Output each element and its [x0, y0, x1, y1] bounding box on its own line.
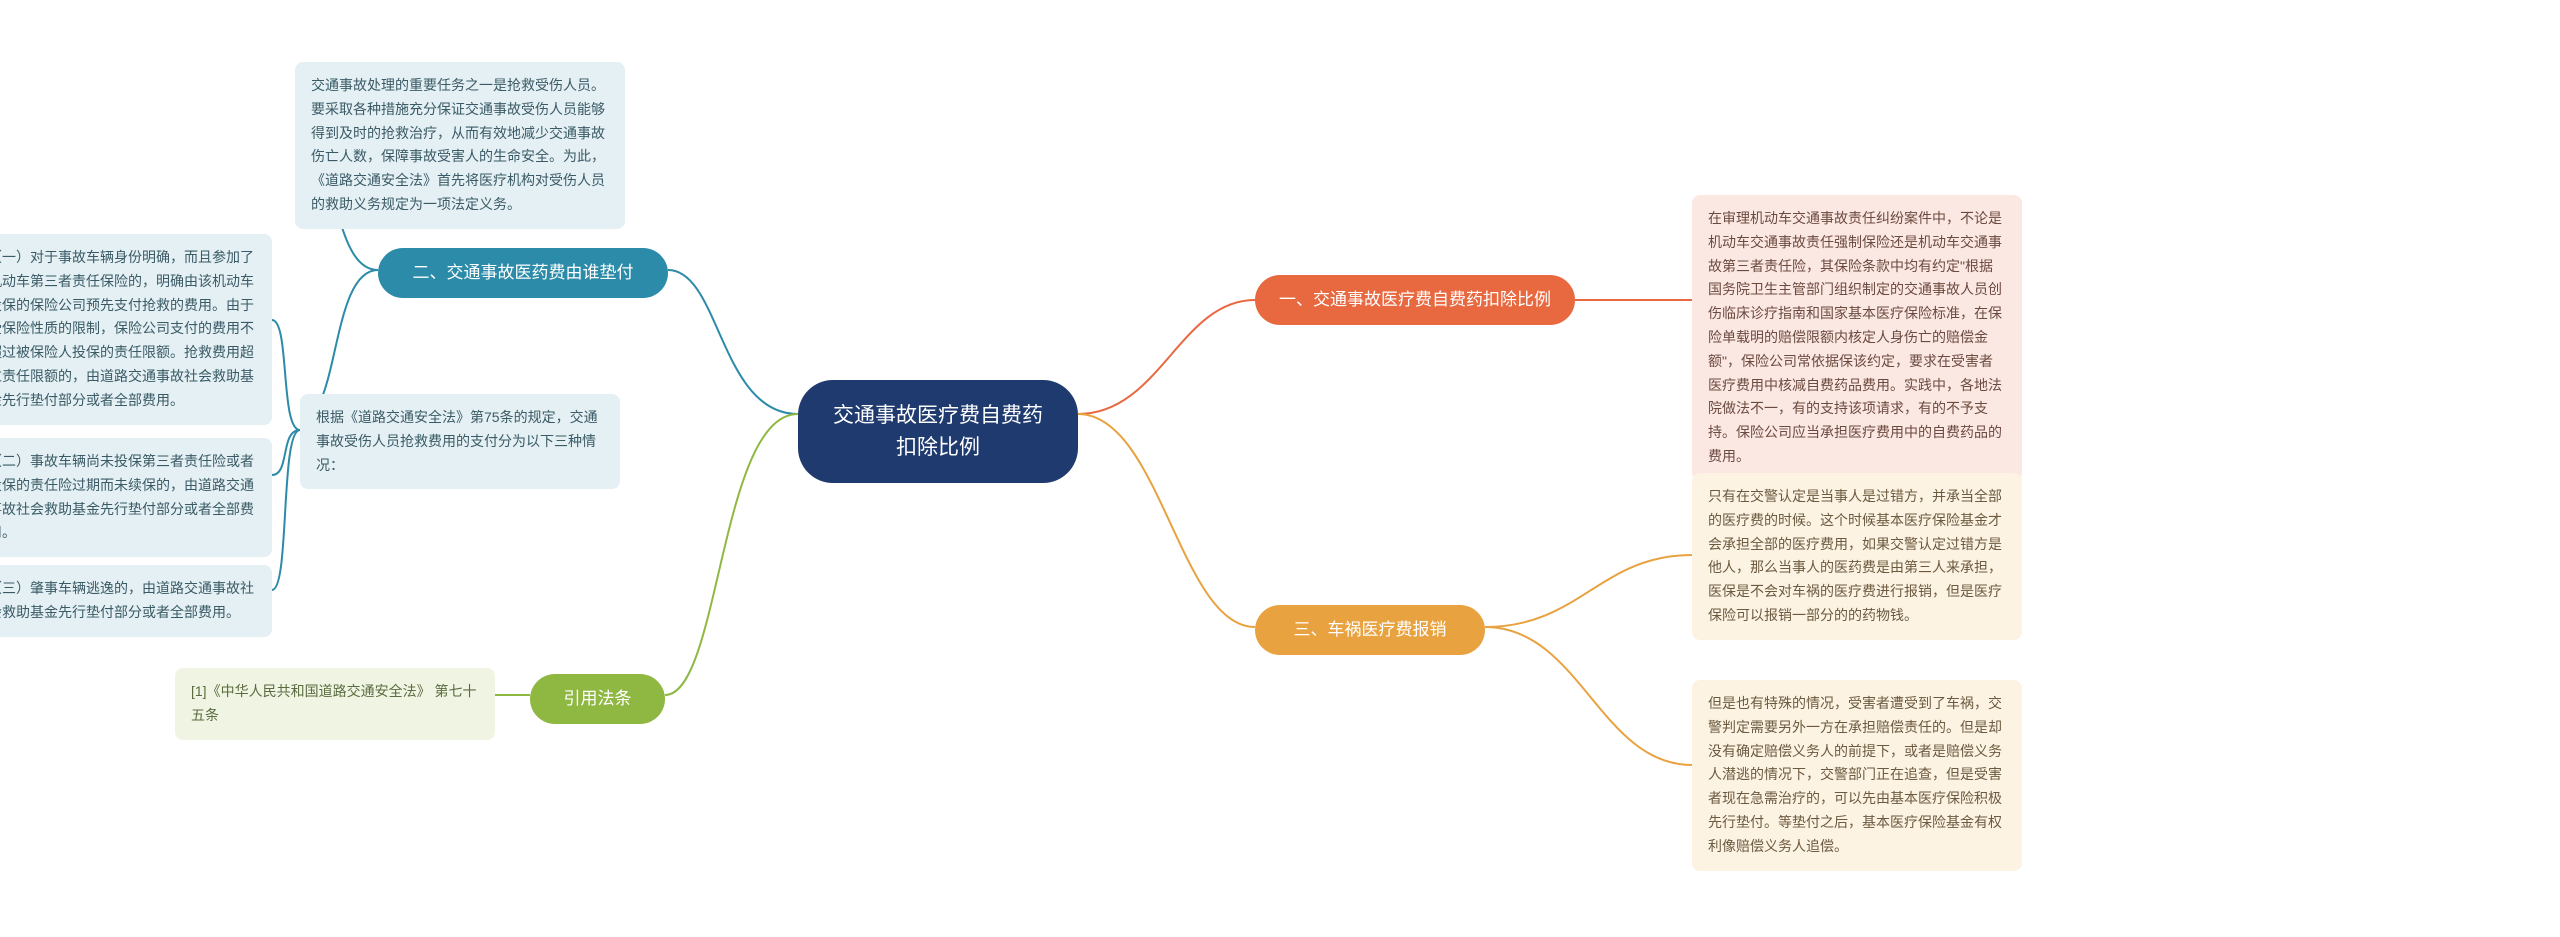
leaf-2-1[interactable]: 交通事故处理的重要任务之一是抢救受伤人员。要采取各种措施充分保证交通事故受伤人员…	[295, 62, 625, 229]
leaf-3-2[interactable]: 但是也有特殊的情况，受害者遭受到了车祸，交警判定需要另外一方在承担赔偿责任的。但…	[1692, 680, 2022, 871]
subleaf-2-2-1[interactable]: （一）对于事故车辆身份明确，而且参加了机动车第三者责任保险的，明确由该机动车投保…	[0, 234, 272, 425]
branch-node-4[interactable]: 引用法条	[530, 674, 665, 724]
leaf-1-1[interactable]: 在审理机动车交通事故责任纠纷案件中，不论是机动车交通事故责任强制保险还是机动车交…	[1692, 195, 2022, 481]
subleaf-2-2-2[interactable]: （二）事故车辆尚未投保第三者责任险或者投保的责任险过期而未续保的，由道路交通事故…	[0, 438, 272, 557]
leaf-3-1[interactable]: 只有在交警认定是当事人是过错方，并承当全部的医疗费的时候。这个时候基本医疗保险基…	[1692, 473, 2022, 640]
subleaf-2-2-3[interactable]: （三）肇事车辆逃逸的，由道路交通事故社会救助基金先行垫付部分或者全部费用。	[0, 565, 272, 637]
branch-node-2[interactable]: 二、交通事故医药费由谁垫付	[378, 248, 668, 298]
branch-node-3[interactable]: 三、车祸医疗费报销	[1255, 605, 1485, 655]
branch-node-1[interactable]: 一、交通事故医疗费自费药扣除比例	[1255, 275, 1575, 325]
leaf-4-1[interactable]: [1]《中华人民共和国道路交通安全法》 第七十五条	[175, 668, 495, 740]
mindmap-container: 交通事故医疗费自费药扣除比例 一、交通事故医疗费自费药扣除比例 二、交通事故医药…	[0, 0, 2560, 937]
leaf-2-2[interactable]: 根据《道路交通安全法》第75条的规定，交通事故受伤人员抢救费用的支付分为以下三种…	[300, 394, 620, 489]
center-node[interactable]: 交通事故医疗费自费药扣除比例	[798, 380, 1078, 483]
